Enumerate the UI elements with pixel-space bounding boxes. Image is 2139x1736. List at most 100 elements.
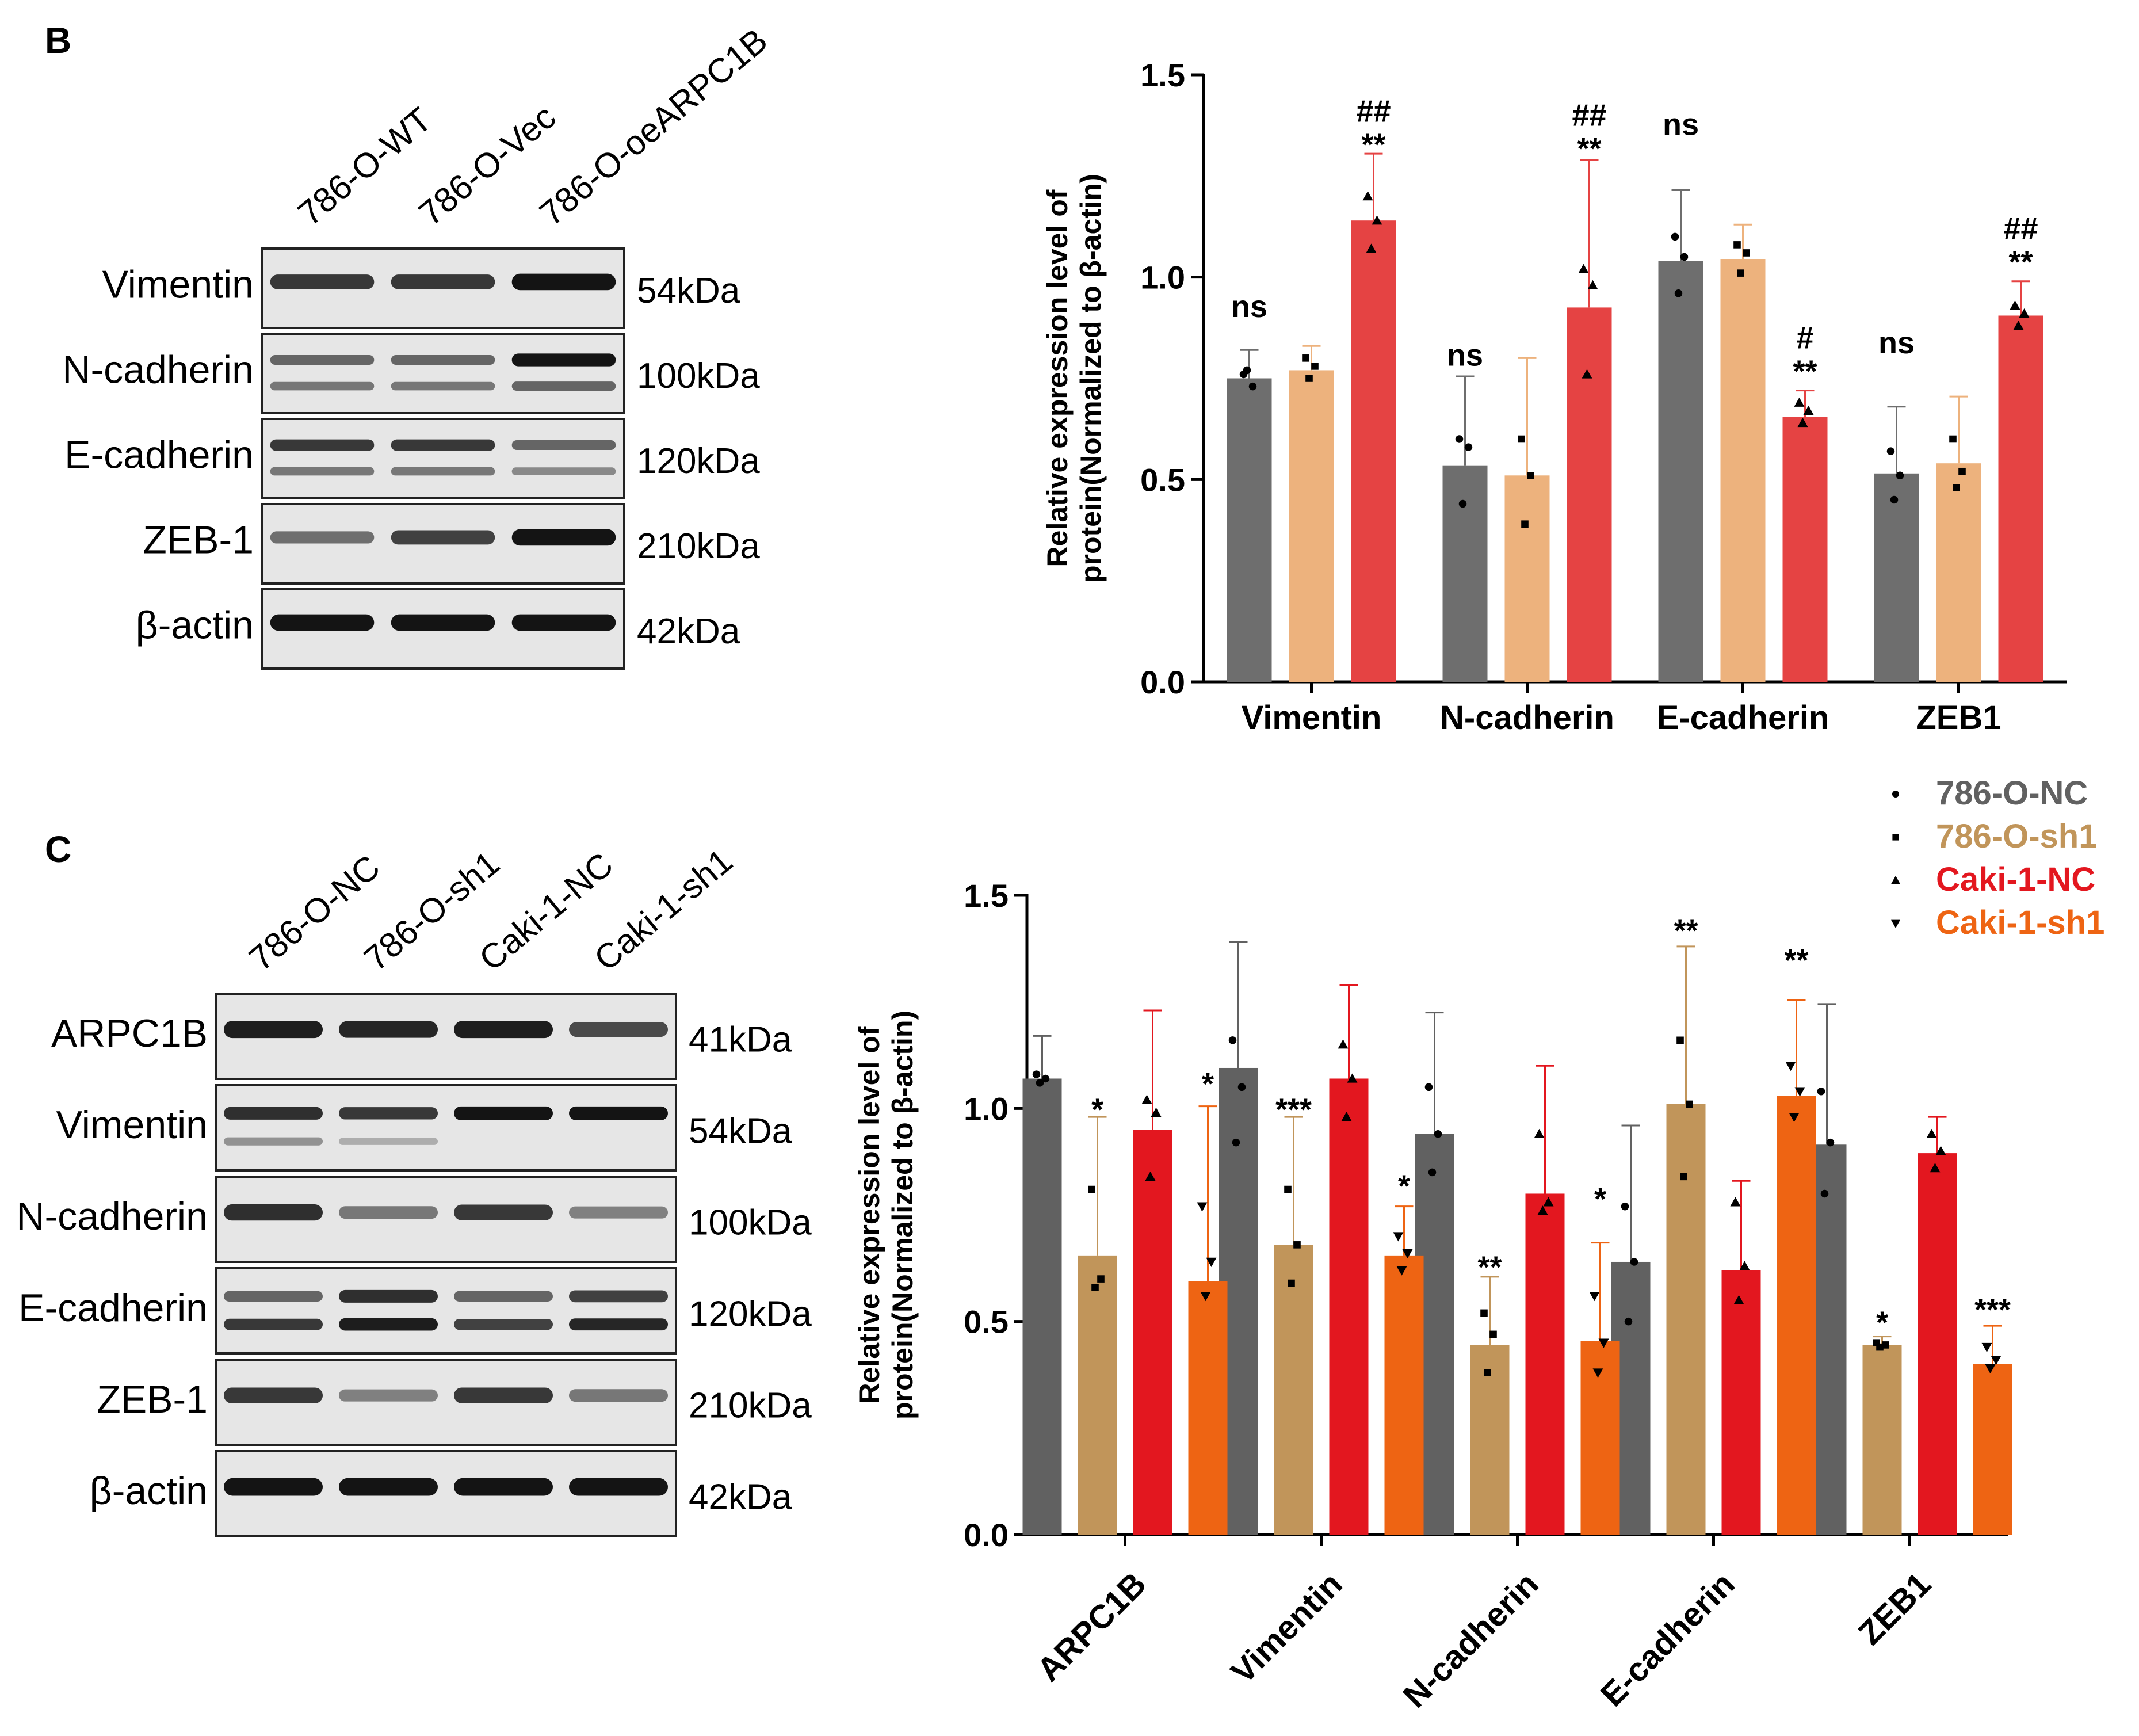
data-point: [1248, 382, 1257, 391]
protein-band: [569, 1290, 668, 1303]
legend-marker: [1892, 791, 1899, 798]
protein-band: [224, 1291, 323, 1302]
y-tick-label: 1.0: [964, 1090, 1009, 1127]
protein-band: [391, 530, 495, 545]
panel-b-bar-chart: 0.0 0.5 1.0 1.5 Relative expression level of…: [1041, 57, 2067, 737]
bar: [1442, 465, 1488, 682]
panel-b-letter: B: [45, 20, 71, 61]
data-point: [1743, 249, 1750, 257]
bar: [1525, 1193, 1565, 1535]
panelC-lane-label: Caki-1-sh1: [587, 841, 739, 978]
data-point: [1882, 1341, 1889, 1349]
protein-band: [391, 439, 495, 451]
protein-band: [224, 1107, 323, 1120]
y-tick-label: 1.0: [1140, 260, 1185, 296]
panelB-lane-label: 786-O-oeARPC1B: [532, 21, 774, 233]
x-category-label: N-cadherin: [1396, 1565, 1546, 1715]
protein-band: [339, 1318, 438, 1331]
significance-label: *: [1091, 1092, 1103, 1127]
data-point: [1293, 1241, 1301, 1249]
panelB-lane-label: 786-O-WT: [291, 100, 439, 233]
y-tick-label: 1.5: [1140, 57, 1185, 93]
data-point: [1953, 484, 1960, 491]
data-point: [1876, 1343, 1884, 1351]
significance-label: **: [2008, 245, 2033, 280]
data-point: [1527, 472, 1534, 479]
bar: [1078, 1255, 1117, 1535]
data-point: [1737, 269, 1744, 277]
protein-band: [270, 439, 375, 451]
protein-band: [224, 1204, 323, 1221]
bar: [1874, 473, 1919, 682]
blot-frame: [215, 1267, 677, 1355]
data-point: [1288, 1279, 1295, 1287]
data-point: [1981, 1342, 1992, 1353]
data-point: [1582, 369, 1592, 379]
significance-label: **: [1674, 913, 1698, 948]
protein-band: [270, 355, 375, 365]
bar: [1274, 1245, 1313, 1535]
blot-kda-label: 120kDa: [689, 1295, 812, 1334]
data-point: [1228, 1036, 1237, 1044]
x-category-label: E-cadherin: [1657, 699, 1829, 737]
blot-protein-label: N-cadherin: [16, 1195, 208, 1238]
significance-label: *: [1876, 1306, 1888, 1340]
blot-kda-label: 210kDa: [689, 1386, 812, 1426]
protein-band: [569, 1206, 668, 1219]
protein-band: [454, 1319, 553, 1330]
data-point: [1630, 1258, 1638, 1266]
data-point: [1347, 1073, 1358, 1083]
data-point: [1041, 1074, 1050, 1083]
bar: [1329, 1078, 1369, 1535]
data-point: [1598, 1338, 1609, 1348]
protein-band: [270, 531, 375, 544]
blot-protein-label: ZEB-1: [143, 518, 254, 562]
data-point: [1338, 1039, 1349, 1049]
legend-label: Caki-1-NC: [1936, 861, 2095, 898]
bar: [1504, 475, 1550, 682]
blot-protein-label: ARPC1B: [51, 1012, 208, 1055]
data-point: [1890, 495, 1899, 504]
protein-band: [339, 1206, 438, 1219]
protein-band: [339, 1389, 438, 1402]
data-point: [1686, 1100, 1693, 1108]
blot-frame: [261, 418, 625, 499]
data-point: [1141, 1094, 1152, 1104]
data-point: [1671, 232, 1679, 241]
data-point: [1458, 499, 1467, 508]
data-point: [1817, 1087, 1825, 1096]
y-tick-label: 1.5: [964, 877, 1009, 914]
bar: [1384, 1255, 1424, 1535]
data-point: [1733, 1295, 1744, 1304]
data-point: [1036, 1079, 1044, 1087]
x-category-label: ZEB1: [1851, 1565, 1938, 1652]
bar: [1289, 370, 1334, 682]
protein-band: [224, 1021, 323, 1039]
data-point: [1537, 1205, 1548, 1215]
blot-kda-label: 42kDa: [689, 1478, 792, 1517]
data-point: [1589, 1292, 1600, 1302]
protein-band: [339, 1478, 438, 1496]
data-point: [1794, 397, 1805, 407]
bar: [1777, 1096, 1816, 1535]
data-point: [1302, 354, 1309, 362]
significance-label: ***: [1275, 1092, 1312, 1127]
panel-c-western-blot: 786-O-NC786-O-sh1Caki-1-NCCaki-1-sh1ARPC…: [16, 841, 812, 1537]
data-point: [1393, 1232, 1404, 1242]
protein-band: [224, 1318, 323, 1330]
significance-label: #: [1796, 321, 1813, 355]
protein-band: [454, 1387, 553, 1403]
bar: [1351, 220, 1396, 682]
protein-band: [339, 1289, 438, 1303]
significance-label: **: [1477, 1250, 1502, 1284]
data-point: [1789, 1112, 1800, 1123]
data-point: [1886, 447, 1895, 455]
bar: [1470, 1345, 1510, 1535]
data-point: [1803, 405, 1814, 415]
data-point: [1730, 1197, 1741, 1207]
protein-band: [339, 1138, 438, 1145]
blot-kda-label: 210kDa: [637, 526, 760, 566]
significance-label: *: [1594, 1182, 1606, 1216]
data-point: [1935, 1146, 1946, 1155]
data-point: [1930, 1163, 1941, 1173]
